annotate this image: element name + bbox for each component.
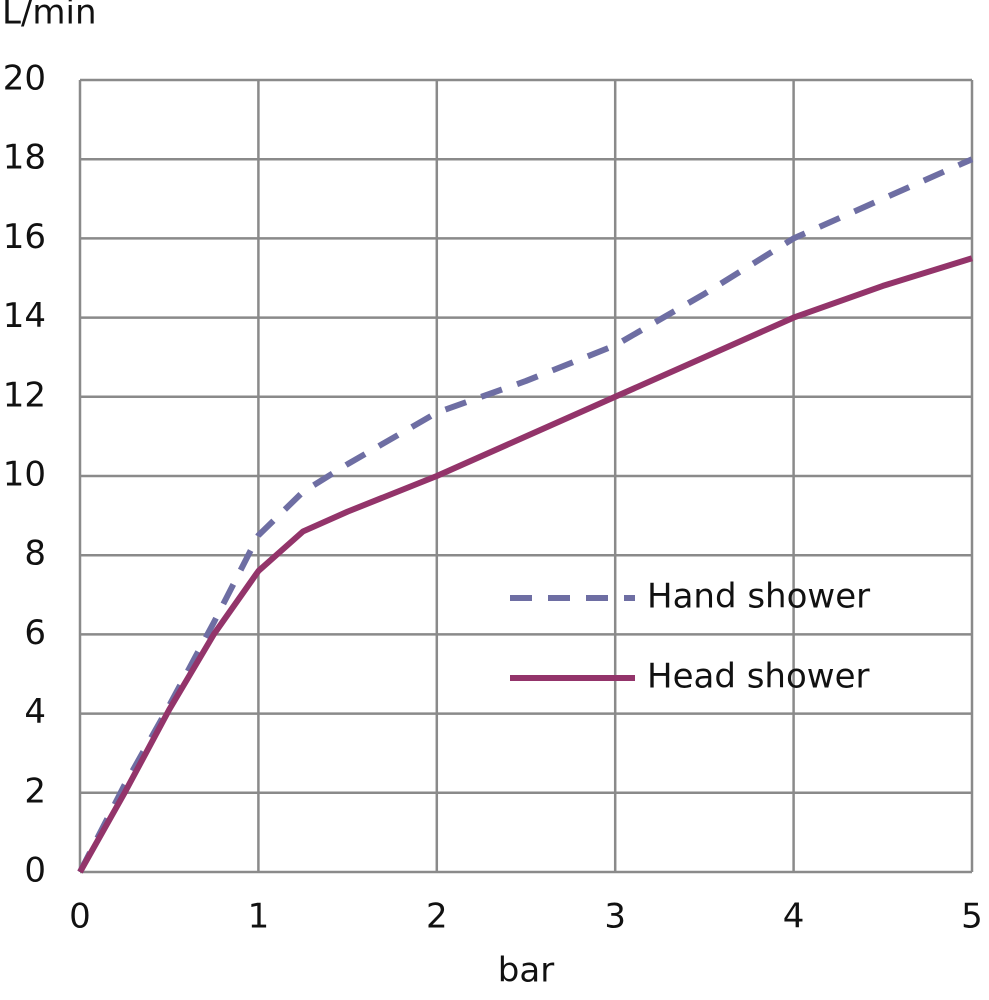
- y-tick-label: 8: [24, 534, 46, 574]
- y-tick-label: 10: [3, 455, 46, 495]
- series-line: [77, 255, 973, 874]
- y-tick-label: 2: [24, 771, 46, 811]
- x-tick-label: 1: [248, 897, 270, 937]
- y-tick-label: 6: [24, 613, 46, 653]
- series-line: [77, 156, 974, 874]
- y-tick-label: 18: [3, 138, 46, 178]
- y-tick-label: 16: [3, 217, 46, 257]
- y-axis-label: L/min: [2, 0, 97, 33]
- y-tick-label: 4: [24, 692, 46, 732]
- x-tick-label: 3: [604, 897, 626, 937]
- x-tick-label: 2: [426, 897, 448, 937]
- y-tick-label: 20: [3, 59, 46, 99]
- x-axis-label: bar: [498, 951, 554, 991]
- y-tick-label: 14: [3, 296, 46, 336]
- legend-label: Hand shower: [647, 577, 870, 617]
- y-tick-label: 0: [24, 851, 46, 891]
- x-tick-label: 0: [69, 897, 91, 937]
- x-tick-label: 4: [783, 897, 805, 937]
- legend-label: Head shower: [647, 657, 869, 697]
- y-tick-label: 12: [3, 375, 46, 415]
- x-tick-label: 5: [961, 897, 983, 937]
